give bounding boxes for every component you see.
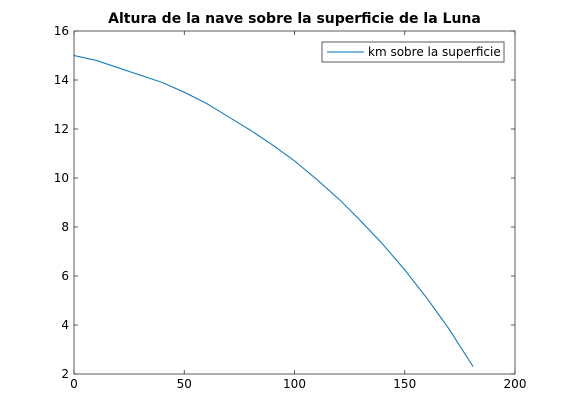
y-tick-label: 2 (61, 367, 69, 381)
chart-title: Altura de la nave sobre la superficie de… (108, 11, 481, 27)
x-tick-label: 50 (177, 377, 192, 391)
y-tick-label: 10 (54, 171, 69, 185)
y-tick-label: 12 (54, 122, 69, 136)
plot-area (74, 31, 515, 374)
x-tick-label: 0 (70, 377, 78, 391)
y-tick-label: 16 (54, 24, 69, 38)
y-tick-label: 8 (61, 220, 69, 234)
legend: km sobre la superficie (321, 41, 505, 63)
series-line-0 (73, 55, 474, 367)
y-tick-label: 6 (61, 269, 69, 283)
legend-box (321, 41, 505, 63)
legend-label: km sobre la superficie (368, 45, 501, 59)
x-tick-label: 150 (393, 377, 416, 391)
y-tick-label: 4 (61, 318, 69, 332)
series-layer (73, 55, 474, 367)
ticks-layer: 0 50 100 150 200 2 4 6 8 10 12 14 16 (54, 24, 527, 391)
axes-box (73, 30, 516, 375)
y-tick-label: 14 (54, 73, 69, 87)
x-tick-label: 100 (283, 377, 306, 391)
x-tick-label: 200 (504, 377, 527, 391)
